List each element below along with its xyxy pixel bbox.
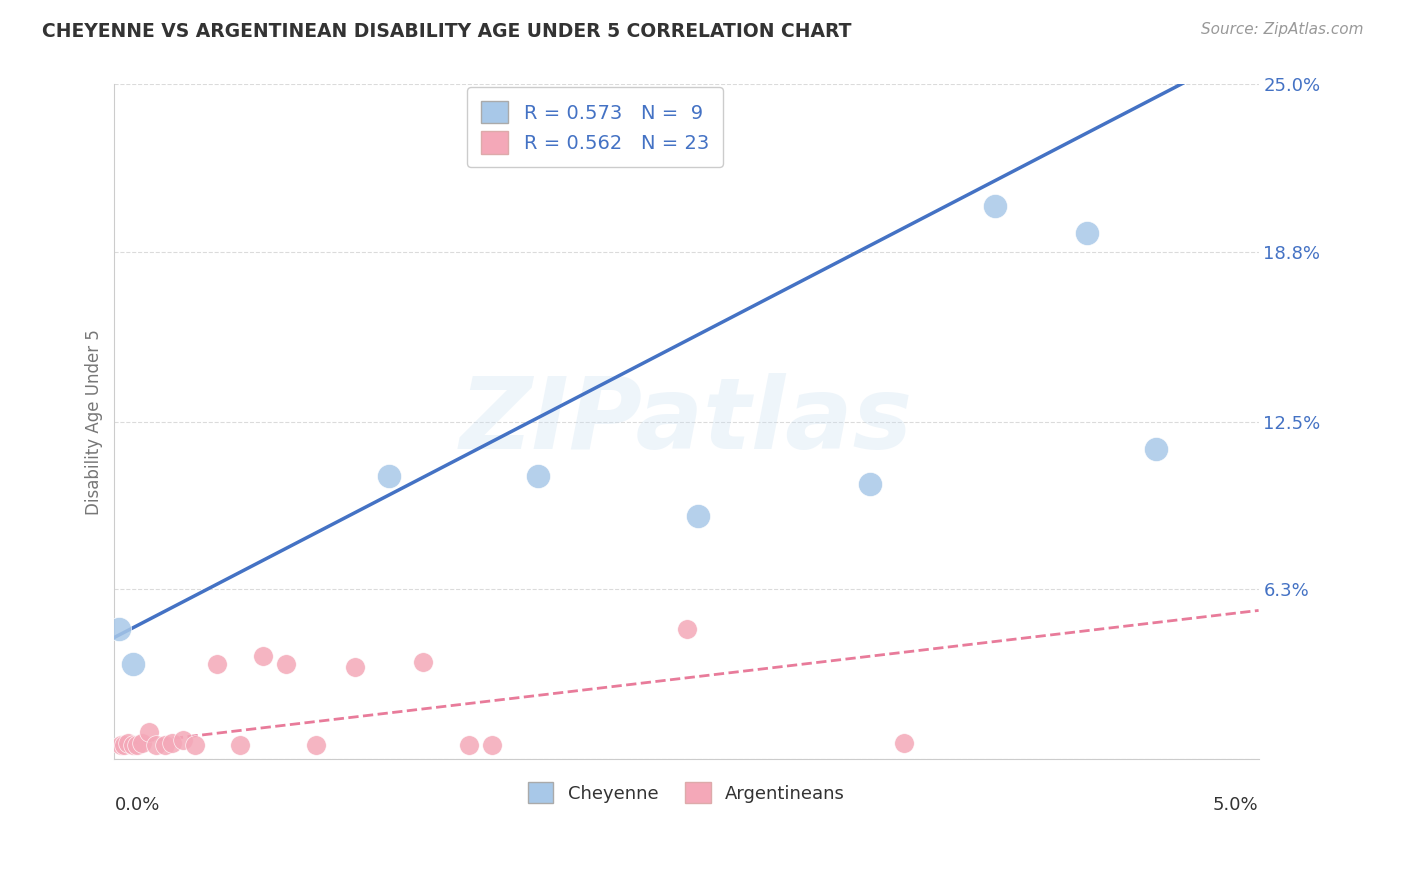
Point: [893, 736, 915, 750]
Point: [481, 739, 503, 753]
Point: [207, 657, 229, 672]
Point: [526, 468, 548, 483]
Point: [117, 736, 139, 750]
Point: [127, 739, 149, 753]
Point: [305, 739, 328, 753]
Point: [412, 655, 434, 669]
Legend: Cheyenne, Argentineans: Cheyenne, Argentineans: [520, 775, 852, 811]
Point: [984, 199, 1007, 213]
Point: [183, 739, 205, 753]
Point: [121, 657, 143, 672]
Text: CHEYENNE VS ARGENTINEAN DISABILITY AGE UNDER 5 CORRELATION CHART: CHEYENNE VS ARGENTINEAN DISABILITY AGE U…: [42, 22, 852, 41]
Point: [108, 623, 131, 637]
Point: [458, 739, 481, 753]
Point: [378, 468, 401, 483]
Y-axis label: Disability Age Under 5: Disability Age Under 5: [86, 328, 103, 515]
Text: 5.0%: 5.0%: [1213, 796, 1258, 814]
Point: [121, 739, 143, 753]
Point: [1144, 442, 1167, 456]
Point: [172, 732, 194, 747]
Point: [160, 736, 183, 750]
Text: Source: ZipAtlas.com: Source: ZipAtlas.com: [1201, 22, 1364, 37]
Point: [145, 739, 167, 753]
Point: [252, 649, 274, 664]
Point: [686, 508, 709, 523]
Point: [1076, 226, 1098, 240]
Point: [110, 739, 132, 753]
Point: [858, 476, 880, 491]
Text: 0.0%: 0.0%: [114, 796, 160, 814]
Point: [343, 660, 366, 674]
Point: [229, 739, 252, 753]
Text: ZIPatlas: ZIPatlas: [460, 373, 912, 470]
Point: [138, 724, 160, 739]
Point: [274, 657, 297, 672]
Point: [153, 739, 176, 753]
Point: [112, 739, 135, 753]
Point: [131, 736, 153, 750]
Point: [675, 623, 697, 637]
